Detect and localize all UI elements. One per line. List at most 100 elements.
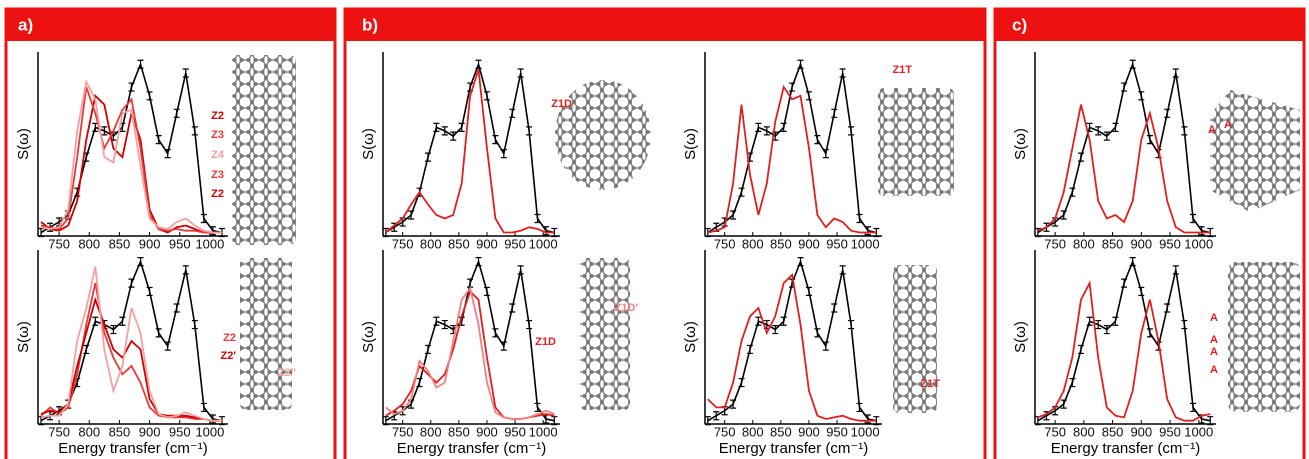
x-axis-label: Energy transfer (cm⁻¹) [58, 440, 208, 457]
x-axis-label: Energy transfer (cm⁻¹) [719, 440, 869, 457]
data-marker [840, 69, 846, 77]
data-marker [1078, 345, 1084, 353]
x-tick-label: 900 [476, 424, 498, 439]
molecules [232, 55, 1300, 413]
molecule [893, 265, 937, 413]
x-tick-label: 950 [169, 236, 191, 251]
data-marker [1173, 266, 1179, 274]
data-marker [1069, 188, 1075, 196]
data-marker [147, 92, 153, 100]
x-tick-label: 950 [1159, 424, 1181, 439]
annotation: A [1210, 364, 1218, 376]
data-marker [147, 287, 153, 295]
y-axis-label: S(ω) [1012, 128, 1029, 160]
data-marker [476, 60, 482, 68]
x-tick-label: 850 [448, 424, 470, 439]
x-tick-label: 800 [742, 424, 764, 439]
x-tick-label: 800 [420, 424, 442, 439]
data-marker [484, 287, 490, 295]
data-marker [739, 379, 745, 387]
panel-label: c) [1012, 15, 1027, 34]
x-tick-label: 800 [1073, 424, 1095, 439]
data-marker [831, 304, 837, 312]
data-marker [755, 317, 761, 325]
y-axis-label: S(ω) [1012, 321, 1029, 353]
x-tick-label: 800 [1073, 236, 1095, 251]
y-axis-label: S(ω) [15, 321, 32, 353]
x-tick-label: 950 [169, 424, 191, 439]
x-tick-label: 750 [1044, 424, 1066, 439]
series-line [41, 82, 222, 233]
data-marker [1138, 92, 1144, 100]
data-marker [518, 69, 524, 77]
data-marker [1069, 379, 1075, 387]
data-marker [1130, 258, 1136, 266]
data-marker [174, 304, 180, 312]
subplot: 7508008509009501000S(ω)Z1T [682, 52, 912, 251]
x-tick-label: 1000 [195, 236, 224, 251]
x-tick-label: 750 [48, 424, 70, 439]
x-tick-label: 800 [742, 236, 764, 251]
x-tick-label: 750 [392, 236, 414, 251]
x-tick-label: 750 [714, 236, 736, 251]
annotation: A [1210, 346, 1218, 358]
data-marker [1121, 83, 1127, 91]
data-marker [848, 321, 854, 329]
molecule [232, 55, 296, 245]
data-marker [518, 266, 524, 274]
x-tick-label: 850 [1102, 236, 1124, 251]
series-line [708, 275, 877, 421]
x-tick-label: 800 [78, 236, 100, 251]
data-marker [789, 83, 795, 91]
x-tick-label: 950 [826, 424, 848, 439]
data-marker [138, 60, 144, 68]
molecule [878, 88, 954, 196]
x-tick-label: 900 [798, 236, 820, 251]
x-tick-label: 1000 [529, 236, 558, 251]
y-axis-label: S(ω) [682, 128, 699, 160]
x-tick-label: 800 [78, 424, 100, 439]
annotation: Z2'' [278, 367, 296, 379]
data-marker [798, 258, 804, 266]
x-tick-label: 900 [1130, 236, 1152, 251]
data-marker [1181, 321, 1187, 329]
molecule [555, 80, 651, 190]
annotation: Z2 [211, 188, 224, 200]
annotation: Z2' [221, 350, 237, 362]
panel-label: a) [18, 15, 33, 34]
data-marker [509, 304, 515, 312]
x-tick-label: 850 [448, 236, 470, 251]
data-marker [1061, 211, 1067, 219]
data-marker [840, 266, 846, 274]
x-tick-label: 800 [420, 236, 442, 251]
y-axis-label: S(ω) [360, 128, 377, 160]
x-tick-label: 1000 [851, 424, 880, 439]
data-marker [1164, 304, 1170, 312]
x-tick-label: 950 [504, 236, 526, 251]
x-tick-label: 750 [714, 424, 736, 439]
annotation: Z2 [211, 110, 224, 122]
annotation: Z1D [551, 98, 572, 110]
x-tick-label: 950 [826, 236, 848, 251]
data-marker [183, 69, 189, 77]
data-marker [1061, 400, 1067, 408]
page: a) b) c) 7508008509009501000S(ω)Z2Z3Z4Z3… [0, 0, 1309, 459]
annotation: Z1D [535, 336, 556, 348]
data-marker [1181, 127, 1187, 135]
annotation: A [1224, 119, 1232, 131]
annotation: Z1T [892, 64, 912, 76]
annotation: A [1208, 124, 1216, 136]
data-marker [1121, 279, 1127, 287]
series-line [386, 70, 555, 233]
data-marker [509, 109, 515, 117]
data-marker [433, 123, 439, 131]
data-marker [138, 258, 144, 266]
data-marker [713, 412, 719, 420]
x-tick-label: 1000 [851, 236, 880, 251]
x-tick-label: 850 [1102, 424, 1124, 439]
panel-header [995, 9, 1304, 41]
data-marker [476, 258, 482, 266]
